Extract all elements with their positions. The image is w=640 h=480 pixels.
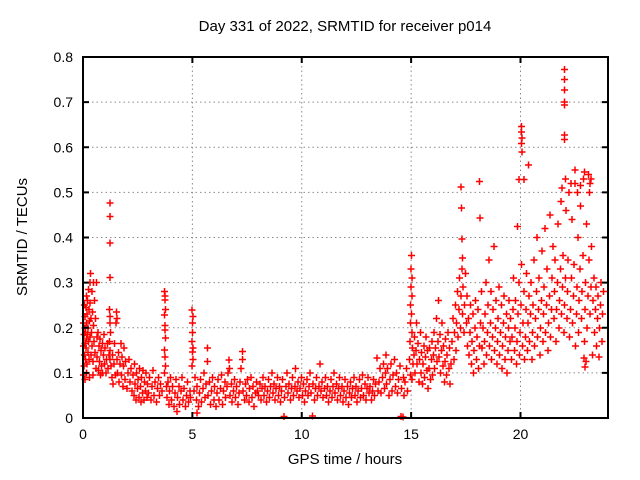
x-axis-label: GPS time / hours — [288, 451, 402, 468]
chart-title: Day 331 of 2022, SRMTID for receiver p01… — [199, 18, 492, 35]
tick-labels: 0 5 10 15 20 0 0.1 0.2 0.3 0.4 0.5 0.6 0.7 0.8 — [54, 49, 529, 442]
x-tick-label: 20 — [513, 426, 529, 442]
y-tick-label: 0.8 — [54, 49, 74, 65]
y-tick-label: 0.3 — [54, 275, 74, 291]
x-tick-label: 0 — [79, 426, 87, 442]
y-tick-label: 0 — [65, 410, 73, 426]
y-tick-label: 0.1 — [54, 365, 74, 381]
y-tick-label: 0.7 — [54, 94, 74, 110]
y-tick-label: 0.4 — [54, 230, 74, 246]
axis-ticks — [82, 56, 608, 419]
x-tick-label: 10 — [294, 426, 310, 442]
y-tick-label: 0.6 — [54, 139, 74, 155]
grid-lines — [83, 57, 608, 418]
x-tick-label: 15 — [403, 426, 419, 442]
y-tick-label: 0.5 — [54, 184, 74, 200]
data-points — [80, 66, 607, 421]
y-axis-label: SRMTID / TECUs — [14, 178, 31, 296]
x-tick-label: 5 — [188, 426, 196, 442]
y-tick-label: 0.2 — [54, 320, 74, 336]
scatter-markers — [80, 66, 607, 421]
